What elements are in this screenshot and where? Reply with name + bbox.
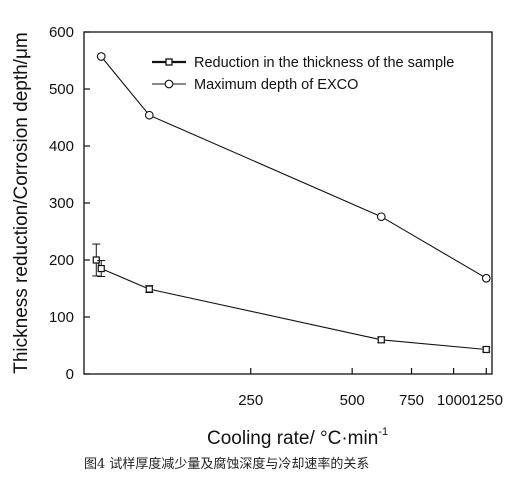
y-axis-title: Thickness reduction/Corrosion depth/μm [11, 32, 32, 374]
data-point-square [482, 345, 490, 354]
x-tick-label: 1000 [437, 392, 470, 409]
x-axis-title-superscript: -1 [378, 426, 388, 438]
x-axis-title-main: Cooling rate/ °C·min [207, 428, 378, 449]
data-point-square [145, 285, 153, 293]
series-layer [92, 52, 491, 354]
y-tick-label: 200 [49, 252, 74, 269]
y-tick-label: 600 [49, 24, 74, 41]
y-axis-ticks: 0 100 200 300 400 500 600 [49, 24, 90, 383]
y-tick-label: 500 [49, 81, 74, 98]
series-line [95, 259, 487, 351]
series-line [100, 56, 487, 279]
y-tick-label: 0 [66, 366, 74, 383]
x-tick-label: 250 [238, 392, 263, 409]
legend-label-reduction: Reduction in the thickness of the sample [194, 55, 454, 71]
data-point-circle [481, 273, 491, 283]
series-reduction [92, 243, 491, 354]
x-tick-label: 1250 [470, 392, 503, 409]
y-tick-label: 300 [49, 195, 74, 212]
x-axis-ticks: 250 500 750 1000 1250 [238, 368, 503, 409]
data-point-square [377, 336, 385, 344]
data-point-circle [144, 110, 154, 120]
legend: Reduction in the thickness of the sample… [152, 55, 454, 93]
x-axis-title: Cooling rate/ °C·min-1 [207, 426, 388, 449]
x-tick-label: 500 [340, 392, 365, 409]
figure-caption: 图4 试样厚度减少量及腐蚀深度与冷却速率的关系 [84, 456, 369, 472]
x-tick-label: 750 [399, 392, 424, 409]
data-point-circle [96, 52, 106, 61]
y-tick-label: 400 [49, 138, 74, 155]
y-tick-label: 100 [49, 309, 74, 326]
legend-marker-square [165, 58, 173, 66]
series-exco [96, 52, 491, 283]
legend-label-exco: Maximum depth of EXCO [194, 77, 358, 93]
legend-marker-circle [164, 79, 174, 89]
data-point-square [97, 264, 105, 273]
data-point-circle [376, 212, 386, 222]
data-point-square [92, 256, 100, 264]
